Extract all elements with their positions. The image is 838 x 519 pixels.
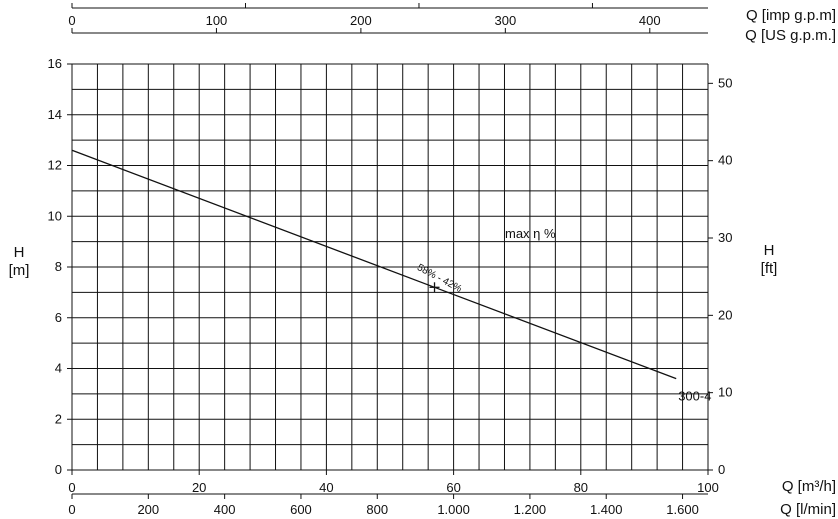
bottom-primary-tick-label: 100 xyxy=(697,480,719,495)
right-axis-tick-label: 0 xyxy=(718,462,725,477)
bottom-secondary-tick-label: 600 xyxy=(290,502,312,517)
left-axis-tick-label: 16 xyxy=(48,56,62,71)
left-axis-tick-label: 4 xyxy=(55,361,62,376)
bottom-primary-tick-label: 20 xyxy=(192,480,206,495)
right-axis-tick-label: 50 xyxy=(718,75,732,90)
tick-labels: 0100200300010020030040002468101214160102… xyxy=(48,0,733,517)
top-axis-2-tick-label: 300 xyxy=(494,13,516,28)
top-axis-2-tick-label: 100 xyxy=(206,13,228,28)
plot-grid xyxy=(71,63,709,471)
series-lines xyxy=(71,149,677,380)
bottom-secondary-tick-label: 0 xyxy=(68,502,75,517)
plot-axes xyxy=(67,3,713,499)
top-axis-1-label: Q [imp g.p.m] xyxy=(746,7,836,24)
left-axis-label-line1: H xyxy=(14,244,25,261)
top-axis-2-label: Q [US g.p.m.] xyxy=(745,27,836,44)
left-axis-tick-label: 12 xyxy=(48,158,62,173)
bottom-secondary-tick-label: 800 xyxy=(366,502,388,517)
top-axis-2-tick-label: 0 xyxy=(68,13,75,28)
annotations: 300-458% - 42% xyxy=(415,262,711,403)
top-axis-1-tick-label: 200 xyxy=(408,0,430,3)
left-axis-tick-label: 8 xyxy=(55,259,62,274)
bottom-primary-tick-label: 60 xyxy=(446,480,460,495)
bottom-primary-axis-label: Q [m³/h] xyxy=(782,478,836,495)
top-axis-1-tick-label: 0 xyxy=(68,0,75,3)
series-label-300-4: 300-4 xyxy=(678,389,711,404)
left-axis-tick-label: 10 xyxy=(48,208,62,223)
left-axis-tick-label: 2 xyxy=(55,411,62,426)
bottom-secondary-tick-label: 1.600 xyxy=(666,502,699,517)
bottom-primary-tick-label: 80 xyxy=(574,480,588,495)
bottom-secondary-tick-label: 1.400 xyxy=(590,502,623,517)
left-axis-label-line2: [m] xyxy=(9,262,30,279)
top-axis-1-tick-label: 300 xyxy=(582,0,604,3)
right-axis-tick-label: 30 xyxy=(718,230,732,245)
top-axis-2-tick-label: 400 xyxy=(639,13,661,28)
bottom-primary-tick-label: 40 xyxy=(319,480,333,495)
max-efficiency-annotation: max η % xyxy=(505,226,556,241)
bottom-secondary-tick-label: 1.200 xyxy=(514,502,547,517)
left-axis-tick-label: 6 xyxy=(55,310,62,325)
top-axis-2-tick-label: 200 xyxy=(350,13,372,28)
series-line-300-4 xyxy=(71,149,677,380)
right-axis-tick-label: 10 xyxy=(718,385,732,400)
right-axis-tick-label: 40 xyxy=(718,153,732,168)
bottom-primary-tick-label: 0 xyxy=(68,480,75,495)
right-axis-label-line2: [ft] xyxy=(761,260,778,277)
bottom-secondary-tick-label: 400 xyxy=(214,502,236,517)
bottom-secondary-axis-label: Q [l/min] xyxy=(780,501,836,518)
left-axis-tick-label: 14 xyxy=(48,107,62,122)
bottom-secondary-tick-label: 1.000 xyxy=(437,502,470,517)
bottom-secondary-tick-label: 200 xyxy=(137,502,159,517)
right-axis-tick-label: 20 xyxy=(718,307,732,322)
top-axis-1-tick-label: 100 xyxy=(235,0,257,3)
right-axis-label-line1: H xyxy=(764,242,775,259)
left-axis-tick-label: 0 xyxy=(55,462,62,477)
